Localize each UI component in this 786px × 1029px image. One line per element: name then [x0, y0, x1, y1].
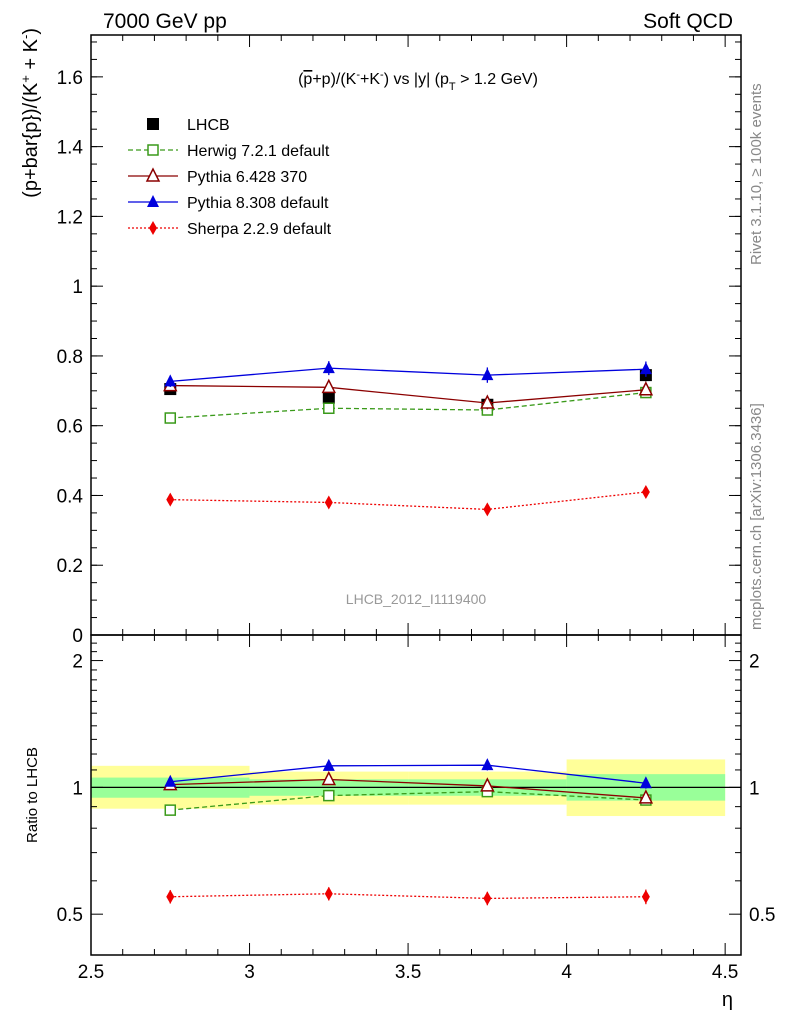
ratio-line-pythia-8-308-default — [170, 764, 646, 784]
x-tick-label: 4 — [561, 962, 572, 983]
ratio-series-pythia-8-308-default — [164, 758, 652, 789]
ratio-point-pythia-8-308-default — [481, 758, 494, 771]
ratio-point-pythia-8-308-default — [164, 774, 177, 787]
main-point-pythia-8-308-default — [481, 368, 494, 381]
main-ytick-label: 1.4 — [57, 138, 84, 159]
ratio-line-pythia-6-428-370 — [170, 778, 646, 799]
analysis-watermark: LHCB_2012_I1119400 — [346, 591, 487, 607]
legend-item-herwig-7-2-1-default: Herwig 7.2.1 default — [128, 143, 330, 160]
x-tick-label: 4.5 — [712, 962, 738, 983]
main-point-herwig-7-2-1-default — [164, 412, 177, 424]
legend-label: Pythia 6.428 370 — [187, 169, 307, 186]
legend-marker — [145, 167, 161, 182]
ratio-point-herwig-7-2-1-default — [164, 804, 177, 816]
main-series-lhcb — [164, 368, 652, 411]
ratio-point-pythia-8-308-default — [639, 776, 652, 789]
ratio-ytick-label-right: 0.5 — [749, 905, 775, 926]
main-ytick-label: 1.2 — [57, 207, 83, 228]
ratio-ytick-label-right: 1 — [749, 778, 760, 799]
main-point-pythia-6-428-370 — [480, 394, 495, 409]
main-point-sherpa-2-2-9-default — [324, 495, 333, 510]
main-ytick-label: 0 — [72, 626, 83, 647]
legend-marker — [149, 221, 157, 235]
ratio-point-sherpa-2-2-9-default — [166, 889, 175, 904]
header-right-title: Soft QCD — [643, 10, 733, 33]
ratio-series-sherpa-2-2-9-default — [166, 886, 650, 906]
main-series-herwig-7-2-1-default — [164, 386, 652, 424]
main-line-pythia-8-308-default — [170, 367, 646, 383]
main-point-pythia-8-308-default — [322, 361, 335, 374]
main-point-sherpa-2-2-9-default — [641, 484, 650, 499]
main-point-herwig-7-2-1-default — [323, 402, 335, 415]
main-point-pythia-8-308-default — [164, 374, 177, 387]
x-tick-labels: 2.5 3 3.5 4 4.5 — [78, 962, 739, 983]
main-plot-title: (p+p)/(K-+K-) vs |y| (pT > 1.2 GeV) — [298, 69, 538, 93]
main-point-sherpa-2-2-9-default — [483, 502, 492, 517]
ratio-series-layer — [163, 758, 654, 906]
ratio-ytick-label-right: 2 — [749, 652, 760, 673]
ratio-line-sherpa-2-2-9-default — [170, 893, 646, 900]
legend-label: Sherpa 2.2.9 default — [187, 221, 332, 238]
legend-marker — [147, 118, 159, 130]
main-point-pythia-6-428-370 — [321, 378, 337, 394]
main-line-pythia-6-428-370 — [170, 384, 646, 404]
main-point-sherpa-2-2-9-default — [166, 492, 175, 507]
ratio-ytick-label-left: 0.5 — [57, 905, 83, 926]
main-series-pythia-6-428-370 — [163, 376, 654, 410]
ratio-y-axis-label: Ratio to LHCB — [24, 747, 41, 843]
main-y-axis-label: (p+bar{p})/(K+ + K-) — [18, 28, 43, 198]
ratio-point-sherpa-2-2-9-default — [641, 889, 650, 904]
header-left-title: 7000 GeV pp — [103, 10, 227, 33]
legend-item-lhcb: LHCB — [147, 117, 230, 134]
legend-label: Herwig 7.2.1 default — [187, 143, 330, 160]
main-series-layer — [163, 361, 654, 517]
legend-label: LHCB — [187, 117, 230, 134]
ratio-point-pythia-6-428-370 — [480, 777, 495, 792]
ratio-point-pythia-6-428-370 — [321, 770, 337, 786]
ratio-point-pythia-6-428-370 — [638, 789, 654, 804]
ratio-ytick-label-left: 2 — [72, 652, 83, 673]
ratio-point-sherpa-2-2-9-default — [324, 886, 333, 901]
ratio-point-herwig-7-2-1-default — [323, 789, 335, 802]
main-series-pythia-8-308-default — [164, 361, 652, 387]
ratio-panel-frame — [90, 634, 742, 956]
main-point-lhcb — [322, 391, 335, 404]
main-ytick-label: 0.2 — [57, 556, 83, 577]
main-line-sherpa-2-2-9-default — [170, 491, 646, 511]
legend: LHCB Herwig 7.2.1 default Pythia 6.428 370… — [128, 117, 332, 238]
x-axis-label: η — [722, 989, 733, 1011]
main-ytick-label: 0.6 — [57, 417, 83, 438]
legend-item-sherpa-2-2-9-default: Sherpa 2.2.9 default — [128, 221, 332, 238]
main-ytick-label: 0.8 — [57, 347, 83, 368]
ratio-point-sherpa-2-2-9-default — [483, 891, 492, 906]
ratio-ytick-label-left: 1 — [72, 778, 83, 799]
main-ytick-label: 0.4 — [57, 486, 84, 507]
main-ytick-label: 1 — [72, 277, 83, 298]
main-point-pythia-6-428-370 — [638, 381, 654, 396]
mcplots-label: mcplots.cern.ch [arXiv:1306.3436] — [748, 403, 765, 630]
main-ytick-label: 1.6 — [57, 68, 83, 89]
rivet-version-label: Rivet 3.1.10, ≥ 100k events — [748, 83, 765, 265]
legend-item-pythia-8-308-default: Pythia 8.308 default — [128, 195, 329, 212]
legend-label: Pythia 8.308 default — [187, 195, 329, 212]
main-axis-ticks: 0 0.2 0.4 0.6 0.8 1 1.2 1.4 1.6 — [57, 35, 741, 955]
main-series-sherpa-2-2-9-default — [166, 484, 650, 517]
ratio-point-pythia-8-308-default — [322, 758, 335, 771]
x-tick-label: 3 — [244, 962, 255, 983]
legend-item-pythia-6-428-370: Pythia 6.428 370 — [128, 167, 307, 186]
x-tick-label: 2.5 — [78, 962, 104, 983]
legend-marker — [147, 195, 159, 207]
main-point-pythia-8-308-default — [639, 362, 652, 375]
x-tick-label: 3.5 — [395, 962, 421, 983]
legend-marker — [147, 144, 159, 156]
ratio-axis-ticks: 0.5 0.5 1 1 2 2 — [57, 642, 775, 926]
